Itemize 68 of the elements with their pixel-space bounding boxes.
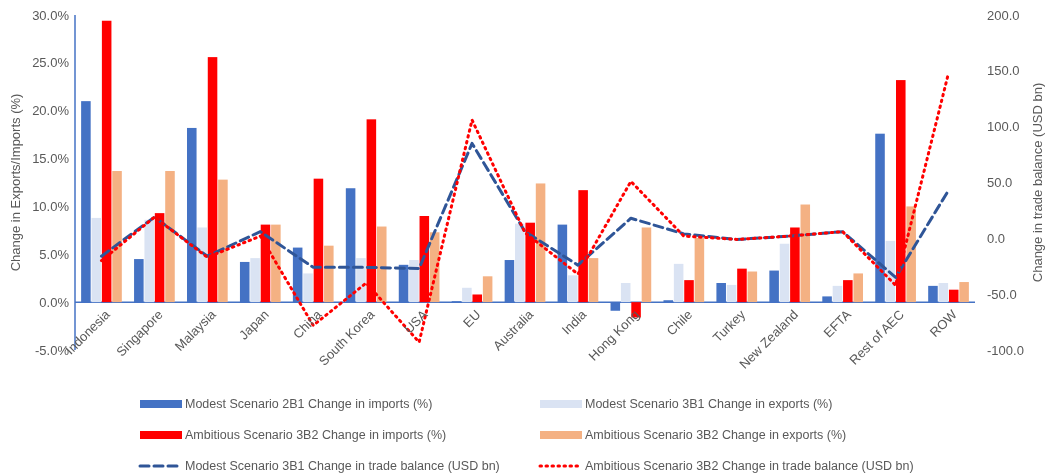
bar <box>144 219 154 303</box>
bar <box>673 263 684 303</box>
y2-tick-label: 150.0 <box>987 63 1020 79</box>
legend-label: Ambitious Scenario 3B2 Change in trade balance (USD bn) <box>585 459 914 474</box>
bar <box>271 224 281 303</box>
bar <box>938 283 949 303</box>
bar <box>737 268 747 303</box>
legend-label: Ambitious Scenario 3B2 Change in exports (%) <box>585 428 847 443</box>
y2-tick-label: 0.0 <box>987 230 1006 246</box>
y-tick-label: 0.0% <box>39 294 70 310</box>
bar <box>790 227 800 303</box>
bar <box>694 238 705 303</box>
bar <box>472 294 483 303</box>
y2-tick-label: 200.0 <box>987 7 1020 23</box>
line-series <box>99 141 951 279</box>
bar <box>154 213 165 303</box>
bar <box>948 289 959 303</box>
bar <box>313 178 324 303</box>
x-tick-label: EU <box>460 306 484 331</box>
bar <box>588 258 599 303</box>
y2-tick-label: -100.0 <box>987 342 1024 358</box>
bar <box>197 227 207 303</box>
bar <box>853 273 863 303</box>
bar <box>896 80 906 303</box>
bar <box>462 287 472 303</box>
bar <box>779 243 790 303</box>
bar <box>376 226 387 303</box>
legend-label: Modest Scenario 3B1 Change in exports (%) <box>585 397 833 412</box>
y2-axis-title: Change in trade balance (USD bn) <box>1030 82 1045 283</box>
y-tick-label: 20.0% <box>32 103 70 119</box>
y-tick-label: 15.0% <box>32 151 70 167</box>
bar <box>218 179 228 303</box>
bar <box>832 285 843 303</box>
x-tick-label: India <box>558 306 590 338</box>
bar <box>684 280 694 303</box>
bar <box>800 204 811 303</box>
y-tick-label: 30.0% <box>32 7 70 23</box>
bar <box>843 280 853 303</box>
bar <box>303 273 313 303</box>
bar <box>91 217 102 303</box>
bar <box>747 271 758 303</box>
y2-tick-label: -50.0 <box>987 286 1017 302</box>
bar <box>515 223 525 303</box>
y2-tick-label: 50.0 <box>987 175 1013 191</box>
legend-label: Modest Scenario 3B1 Change in trade balance (USD bn) <box>185 459 500 474</box>
y-axis-title: Change in Exports/Imports (%) <box>8 93 23 272</box>
bar <box>366 119 377 303</box>
legend-label: Ambitious Scenario 3B2 Change in imports (%) <box>185 428 447 443</box>
bar <box>567 275 578 303</box>
bar <box>324 245 334 303</box>
bar <box>578 190 588 303</box>
bar <box>165 171 175 303</box>
bar <box>959 282 969 303</box>
bar <box>620 283 631 303</box>
y-tick-label: 10.0% <box>32 198 70 214</box>
y-tick-label: 25.0% <box>32 55 70 71</box>
bar <box>535 183 546 303</box>
y-tick-label: 5.0% <box>39 246 70 262</box>
y2-tick-label: 100.0 <box>987 119 1020 135</box>
bar <box>641 227 652 303</box>
legend-label: Modest Scenario 2B1 Change in imports (%) <box>185 397 433 412</box>
x-tick-label: USA <box>400 306 431 337</box>
bar <box>482 276 493 303</box>
bar <box>409 260 419 303</box>
bar <box>112 171 122 303</box>
bar <box>250 258 260 303</box>
bar <box>525 222 535 303</box>
bar <box>726 284 737 303</box>
